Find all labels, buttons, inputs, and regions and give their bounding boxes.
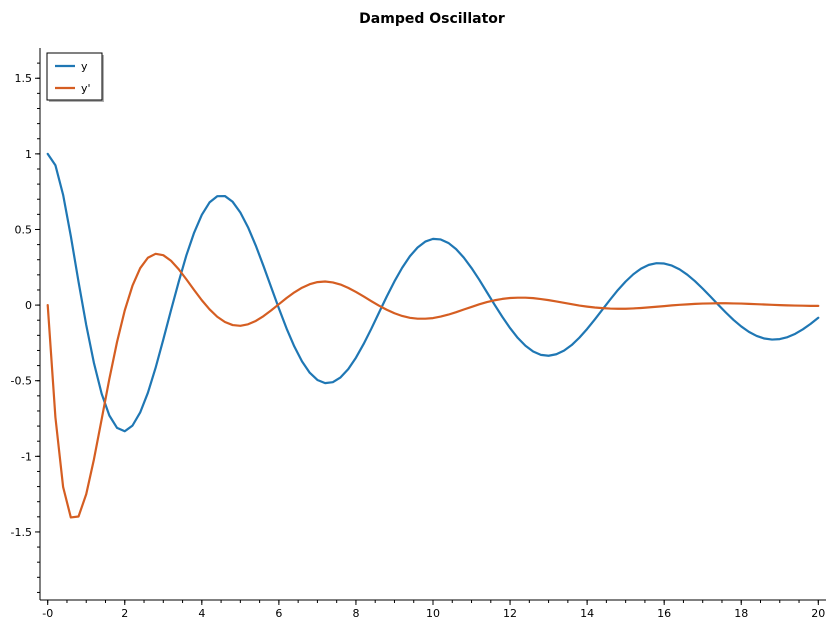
y-tick-label: -1 [21,450,32,463]
x-tick-label: 18 [734,607,748,620]
series-line-y [46,152,820,433]
x-tick-label: -0 [42,607,53,620]
y-tick-label: 0 [25,299,32,312]
y-tick-label: 1 [25,148,32,161]
x-tick-label: 8 [352,607,359,620]
y-tick-label: 1.5 [15,72,33,85]
legend-box [46,52,103,101]
y-tick-label: -1.5 [11,526,32,539]
legend-label: y' [81,82,91,95]
x-tick-label: 12 [503,607,517,620]
x-tick-label: 10 [426,607,440,620]
series-layer [46,152,820,519]
legend[interactable]: y y' [46,52,104,102]
y-tick-label: 0.5 [15,223,33,236]
chart-title: Damped Oscillator [359,11,505,27]
legend-label: y [81,60,88,73]
x-tick-label: 6 [275,607,282,620]
y-tick-label: -0.5 [11,375,32,388]
axes: 1.5 1 0.5 0 -0.5 -1 -1.5 -0 2 4 6 8 10 12 14 16 18 20 [11,48,826,620]
x-tick-label: 2 [121,607,128,620]
x-tick-label: 16 [657,607,671,620]
x-tick-label: 20 [811,607,825,620]
series-line-y-prime [46,252,820,519]
x-tick-label: 4 [198,607,205,620]
x-tick-label: 14 [580,607,594,620]
